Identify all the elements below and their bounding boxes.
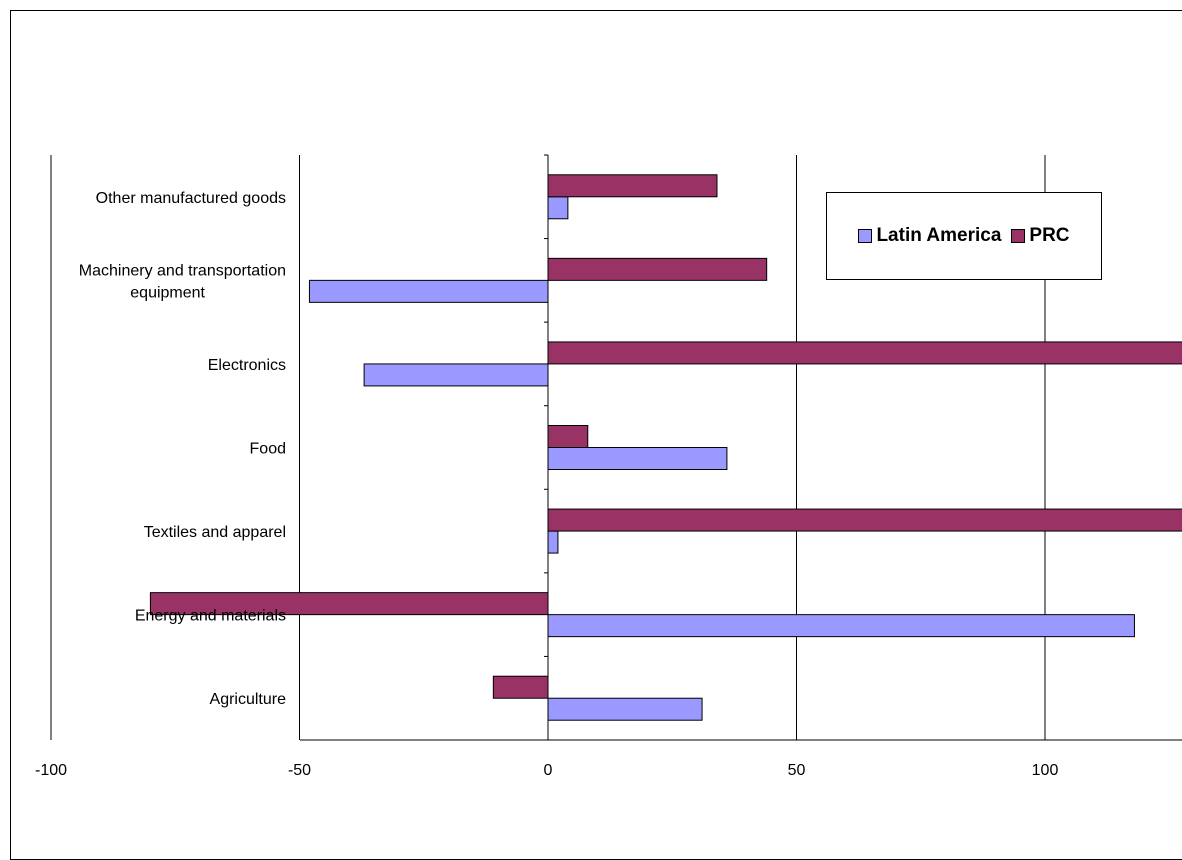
bar-latin-america	[547, 614, 1135, 638]
category-label: equipment	[130, 284, 205, 301]
x-tick-label: -100	[35, 762, 67, 779]
category-label: Energy and materials	[135, 608, 286, 625]
bar-latin-america	[363, 363, 549, 387]
x-tick-label: -50	[288, 762, 311, 779]
bar-prc	[492, 675, 549, 699]
x-tick-label: 50	[788, 762, 806, 779]
bar-latin-america	[547, 196, 569, 220]
category-label: Machinery and transportation	[79, 262, 286, 279]
legend-label-prc: PRC	[1029, 225, 1070, 246]
bar-latin-america	[308, 279, 549, 303]
x-tick-label: 100	[1032, 762, 1059, 779]
bar-prc	[547, 174, 718, 198]
bar-prc	[149, 592, 549, 616]
bar-prc	[547, 508, 1182, 532]
legend-swatch-latin-america	[858, 229, 873, 243]
chart-legend: Latin America PRC	[826, 192, 1102, 280]
bar-latin-america	[547, 447, 728, 470]
bar-latin-america	[547, 697, 703, 721]
bar-prc	[547, 425, 589, 448]
bar-prc	[547, 341, 1182, 365]
legend-label-latin-america: Latin America	[876, 225, 1002, 246]
category-label: Textiles and apparel	[144, 524, 286, 541]
category-label: Food	[250, 441, 286, 458]
legend-swatch-prc	[1011, 229, 1026, 243]
bar-latin-america	[547, 530, 559, 554]
x-tick-label: 0	[544, 762, 553, 779]
category-label: Electronics	[208, 357, 286, 374]
legend-entry-latin-america: Latin America	[858, 225, 1001, 247]
category-label: Agriculture	[210, 691, 287, 708]
legend-entry-prc: PRC	[1011, 225, 1070, 247]
category-label: Other manufactured goods	[96, 190, 286, 207]
bar-prc	[547, 257, 768, 281]
